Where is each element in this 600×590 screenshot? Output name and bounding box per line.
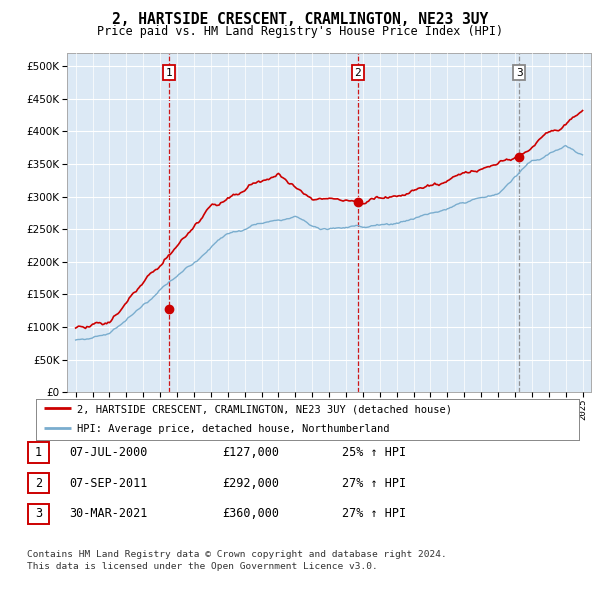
Text: £127,000: £127,000 bbox=[222, 446, 279, 459]
FancyBboxPatch shape bbox=[28, 504, 49, 524]
Text: 2: 2 bbox=[354, 68, 361, 78]
Text: HPI: Average price, detached house, Northumberland: HPI: Average price, detached house, Nort… bbox=[77, 424, 389, 434]
Text: 1: 1 bbox=[166, 68, 172, 78]
Text: 07-JUL-2000: 07-JUL-2000 bbox=[69, 446, 148, 459]
FancyBboxPatch shape bbox=[28, 442, 49, 463]
Text: 2, HARTSIDE CRESCENT, CRAMLINGTON, NE23 3UY: 2, HARTSIDE CRESCENT, CRAMLINGTON, NE23 … bbox=[112, 12, 488, 27]
Text: 2, HARTSIDE CRESCENT, CRAMLINGTON, NE23 3UY (detached house): 2, HARTSIDE CRESCENT, CRAMLINGTON, NE23 … bbox=[77, 404, 452, 414]
Text: 27% ↑ HPI: 27% ↑ HPI bbox=[342, 477, 406, 490]
Text: £360,000: £360,000 bbox=[222, 507, 279, 520]
FancyBboxPatch shape bbox=[28, 473, 49, 493]
Text: 1: 1 bbox=[35, 446, 42, 459]
Text: 25% ↑ HPI: 25% ↑ HPI bbox=[342, 446, 406, 459]
Text: 2: 2 bbox=[35, 477, 42, 490]
Text: 3: 3 bbox=[35, 507, 42, 520]
Text: Contains HM Land Registry data © Crown copyright and database right 2024.: Contains HM Land Registry data © Crown c… bbox=[27, 550, 447, 559]
Text: 27% ↑ HPI: 27% ↑ HPI bbox=[342, 507, 406, 520]
Text: 07-SEP-2011: 07-SEP-2011 bbox=[69, 477, 148, 490]
Text: 3: 3 bbox=[516, 68, 523, 78]
Text: 30-MAR-2021: 30-MAR-2021 bbox=[69, 507, 148, 520]
Text: This data is licensed under the Open Government Licence v3.0.: This data is licensed under the Open Gov… bbox=[27, 562, 378, 571]
Text: £292,000: £292,000 bbox=[222, 477, 279, 490]
Text: Price paid vs. HM Land Registry's House Price Index (HPI): Price paid vs. HM Land Registry's House … bbox=[97, 25, 503, 38]
